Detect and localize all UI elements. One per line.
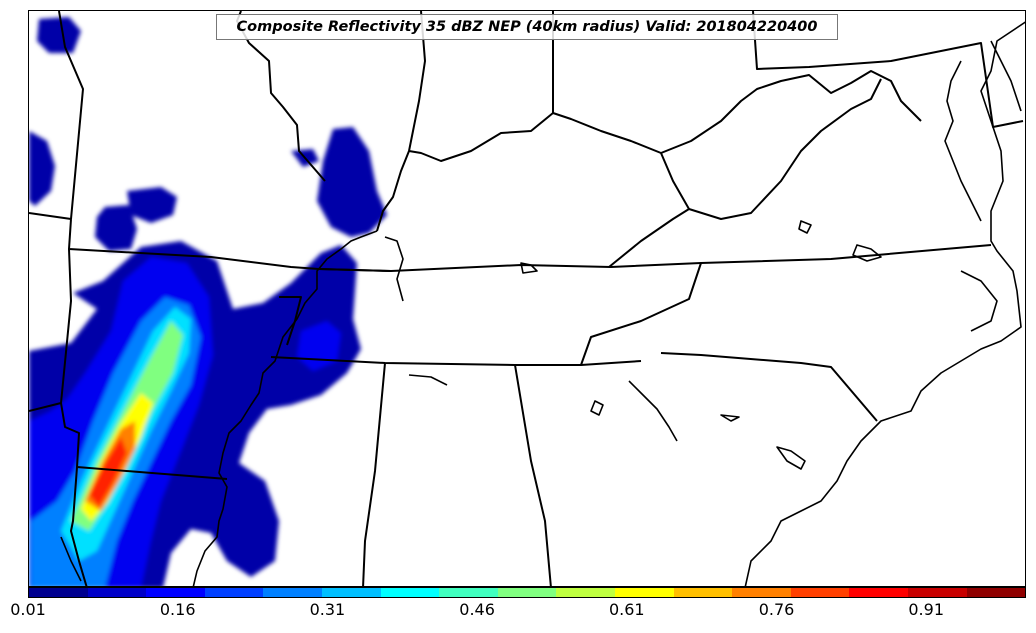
- colorbar-segment: [380, 588, 440, 597]
- state-border: [362, 362, 386, 586]
- colorbar-segment: [849, 588, 908, 597]
- coastline-and-rivers: [60, 21, 1025, 586]
- lake: [520, 262, 538, 274]
- lake: [798, 220, 812, 234]
- colorbar-segment: [614, 588, 674, 597]
- colorbar-segment: [321, 588, 381, 597]
- mississippi-river: [192, 230, 378, 586]
- probability-level-0-01: [317, 127, 387, 237]
- colorbar-segment: [439, 588, 498, 597]
- lake: [590, 400, 604, 416]
- state-border: [580, 262, 702, 366]
- colorbar-tick-label: 0.46: [459, 600, 495, 619]
- lake: [852, 244, 882, 262]
- colorbar-tick-label: 0.61: [608, 600, 645, 619]
- state-border: [660, 70, 922, 154]
- state-border: [514, 364, 552, 586]
- savannah-river: [628, 380, 678, 442]
- delaware-bay: [990, 40, 1022, 112]
- chesapeake-bay: [944, 60, 982, 222]
- colorbar-segment: [673, 588, 733, 597]
- colorbar-segment: [29, 588, 88, 597]
- colorbar-tick-labels: 0.01 0.16 0.31 0.46 0.61 0.76 0.91: [10, 598, 1026, 628]
- colorbar: [28, 587, 1026, 598]
- river: [60, 536, 82, 582]
- river: [408, 374, 448, 386]
- state-border: [552, 112, 690, 268]
- state-border: [70, 466, 88, 586]
- colorbar-segment: [966, 588, 1026, 597]
- colorbar-tick-label: 0.91: [908, 600, 944, 619]
- state-border: [318, 244, 992, 272]
- state-border: [60, 402, 228, 480]
- state-border: [660, 352, 878, 422]
- colorbar-segment: [732, 588, 791, 597]
- map-canvas: [29, 11, 1025, 586]
- state-border: [688, 78, 882, 220]
- probability-level-0-01: [29, 131, 55, 206]
- colorbar-segment: [556, 588, 615, 597]
- state-border: [58, 11, 84, 220]
- colorbar-segment: [907, 588, 967, 597]
- lake: [720, 414, 740, 422]
- tennessee-river: [384, 236, 404, 302]
- probability-level-0-90: [89, 437, 127, 507]
- state-border: [376, 11, 426, 232]
- colorbar-segment: [790, 588, 850, 597]
- colorbar-segment: [204, 588, 264, 597]
- colorbar-segment: [146, 588, 205, 597]
- colorbar-segment: [263, 588, 322, 597]
- pamlico-sound: [960, 270, 998, 332]
- state-border: [408, 11, 554, 162]
- colorbar-tick-label: 0.16: [159, 600, 196, 619]
- state-boundaries: [29, 11, 1024, 586]
- map-panel: [28, 10, 1026, 587]
- colorbar-segment: [87, 588, 147, 597]
- state-border: [279, 296, 302, 346]
- colorbar-tick-label: 0.31: [309, 600, 346, 619]
- atlantic-coastline: [744, 21, 1025, 586]
- lake: [776, 446, 806, 470]
- probability-level-0-01: [95, 205, 137, 251]
- state-border: [29, 212, 72, 220]
- probability-level-0-01: [127, 187, 177, 223]
- state-border: [29, 248, 72, 412]
- colorbar-segment: [497, 588, 557, 597]
- map-title: Composite Reflectivity 35 dBZ NEP (40km …: [216, 14, 838, 40]
- colorbar-tick-label: 0.01: [10, 600, 46, 619]
- probability-level-0-01: [37, 17, 81, 53]
- colorbar-tick-label: 0.76: [758, 600, 795, 619]
